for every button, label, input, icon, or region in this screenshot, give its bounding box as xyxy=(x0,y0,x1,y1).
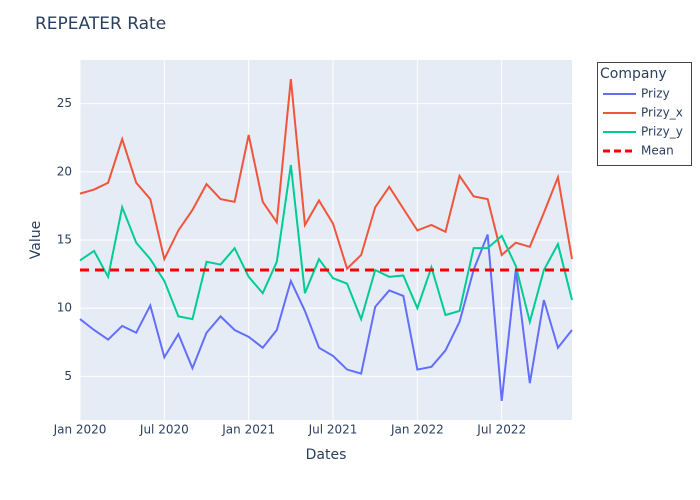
series-line xyxy=(79,78,573,271)
x-axis-title: Dates xyxy=(306,447,347,463)
y-tick-label: 5 xyxy=(64,369,72,383)
legend-title: Company xyxy=(600,66,667,82)
x-tick-label: Jan 2020 xyxy=(53,423,107,437)
y-tick-label: 20 xyxy=(57,164,72,178)
legend-label: Prizy xyxy=(641,87,670,101)
legend-label: Mean xyxy=(641,144,674,158)
series-line xyxy=(79,234,573,402)
x-tick-label: Jul 2022 xyxy=(476,423,526,437)
y-tick-label: 25 xyxy=(57,96,72,110)
x-tick-label: Jan 2021 xyxy=(221,423,275,437)
y-tick-label: 15 xyxy=(57,233,72,247)
y-axis-title: Value xyxy=(28,221,44,259)
x-tick-label: Jan 2022 xyxy=(390,423,444,437)
chart-title: REPEATER Rate xyxy=(35,14,166,34)
x-tick-label: Jul 2021 xyxy=(308,423,358,437)
y-tick-label: 10 xyxy=(57,301,72,315)
x-tick-label: Jul 2020 xyxy=(139,423,189,437)
legend-label: Prizy_x xyxy=(641,106,683,120)
legend-label: Prizy_y xyxy=(641,125,683,139)
